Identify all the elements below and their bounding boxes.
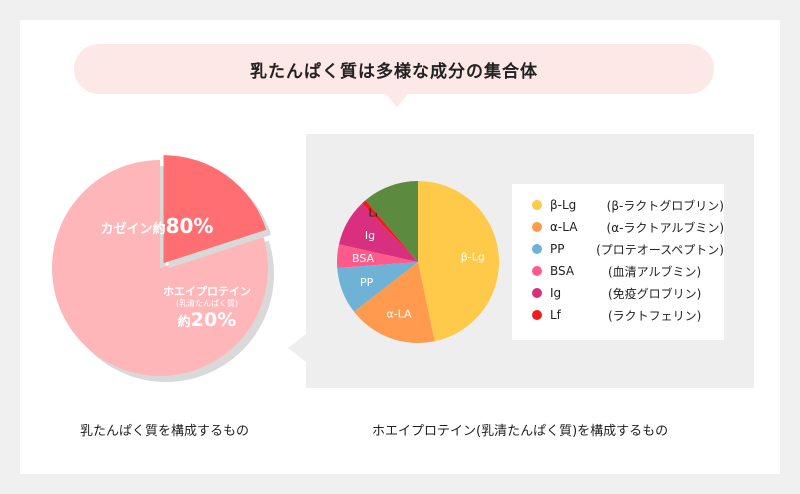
legend-name: (α-ラクトアルブミン) bbox=[606, 220, 724, 235]
legend-item: α-LA (α-ラクトアルブミン) bbox=[532, 216, 724, 238]
legend-swatch bbox=[532, 222, 542, 232]
casein-name: カゼイン bbox=[100, 222, 153, 237]
whey-component-slice-other bbox=[365, 181, 418, 262]
whey-value: 20% bbox=[190, 308, 237, 331]
slice-label-Ig: Ig bbox=[365, 229, 375, 242]
legend-name: (血清アルブミン) bbox=[608, 264, 702, 279]
legend-swatch bbox=[532, 310, 542, 320]
legend-abbr: Ig bbox=[550, 286, 562, 300]
legend-item: β-Lg (β-ラクトグロブリン) bbox=[532, 194, 724, 216]
legend-name: (ラクトフェリン) bbox=[608, 308, 702, 323]
legend-abbr: BSA bbox=[550, 264, 575, 278]
whey-component-slice-PP bbox=[337, 262, 418, 312]
whey-legend: β-Lg (β-ラクトグロブリン) α-LA (α-ラクトアルブミン) PP (プロテオー… bbox=[512, 184, 724, 340]
whey-protein-pie: β-Lg α-LA PP BSA Ig Lf bbox=[337, 181, 500, 344]
legend-name: (プロテオースペプトン) bbox=[596, 242, 724, 257]
title-bubble-tail bbox=[385, 93, 409, 107]
slice-label-α-LA: α-LA bbox=[386, 308, 412, 321]
whey-sub: (乳清たんぱく質) bbox=[175, 298, 239, 308]
legend-item: BSA (血清アルブミン) bbox=[532, 260, 724, 282]
legend-item: PP (プロテオースペプトン) bbox=[532, 238, 724, 260]
casein-prefix: 約 bbox=[152, 222, 166, 237]
legend-swatch bbox=[532, 288, 542, 298]
legend-abbr: Lf bbox=[550, 308, 561, 322]
panel-pointer bbox=[288, 334, 306, 362]
whey-slice-label: ホエイプロテイン (乳清たんぱく質) 約20% bbox=[160, 285, 254, 332]
whey-pie-caption: ホエイプロテイン(乳清たんぱく質)を構成するもの bbox=[372, 424, 669, 439]
legend-abbr: α-LA bbox=[550, 220, 578, 234]
whey-component-slice-BSA bbox=[337, 244, 418, 268]
legend-swatch bbox=[532, 244, 542, 254]
whey-component-slice-Lf bbox=[361, 200, 418, 262]
whey-slice bbox=[163, 155, 267, 264]
whey-name: ホエイプロテイン bbox=[163, 285, 251, 298]
casein-value: 80% bbox=[165, 214, 214, 238]
legend-name: (β-ラクトグロブリン) bbox=[606, 198, 724, 213]
slice-label-PP: PP bbox=[360, 276, 374, 289]
slice-label-Lf: Lf bbox=[369, 207, 380, 220]
slice-label-BSA: BSA bbox=[352, 252, 375, 265]
legend-swatch bbox=[532, 266, 542, 276]
whey-component-slice-α-LA bbox=[354, 262, 435, 344]
whey-component-slice-Ig bbox=[338, 203, 418, 262]
casein-slice bbox=[52, 160, 269, 376]
legend-name: (免疫グロブリン) bbox=[608, 286, 702, 301]
whey-prefix: 約 bbox=[177, 314, 191, 330]
milk-protein-pie bbox=[52, 155, 275, 383]
legend-item: Lf (ラクトフェリン) bbox=[532, 304, 724, 326]
casein-slice-label: カゼイン約80% bbox=[82, 214, 232, 238]
slice-label-β-Lg: β-Lg bbox=[461, 250, 485, 263]
legend-swatch bbox=[532, 200, 542, 210]
page-title: 乳たんぱく質は多様な成分の集合体 bbox=[74, 44, 714, 94]
whey-component-slice-β-Lg bbox=[418, 181, 500, 342]
legend-abbr: PP bbox=[550, 242, 565, 256]
milk-pie-caption: 乳たんぱく質を構成するもの bbox=[80, 424, 250, 439]
legend-item: Ig (免疫グロブリン) bbox=[532, 282, 724, 304]
legend-abbr: β-Lg bbox=[550, 198, 577, 212]
